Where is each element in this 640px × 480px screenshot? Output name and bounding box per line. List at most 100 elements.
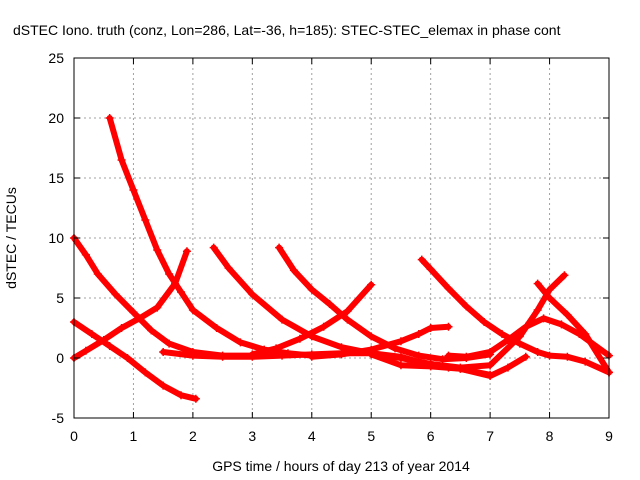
data-point (417, 255, 426, 264)
data-point (129, 308, 138, 317)
axis-ticks: 0 1 2 3 4 5 6 7 8 9 -5 0 5 10 15 20 25 (48, 50, 613, 444)
data-point (337, 343, 346, 352)
data-point (563, 352, 572, 361)
series-line (71, 319, 199, 402)
y-tick-label: 25 (48, 50, 64, 66)
y-tick-label: 20 (48, 110, 64, 126)
data-point (557, 320, 566, 329)
data-point (105, 342, 114, 350)
data-point (444, 351, 453, 360)
data-point (191, 394, 200, 403)
data-point (515, 339, 524, 348)
x-tick-label: 7 (486, 428, 494, 444)
data-point (275, 243, 284, 252)
data-point (81, 250, 90, 259)
data-point (177, 288, 185, 296)
data-point (343, 307, 352, 316)
data-point (545, 285, 554, 294)
x-tick-label: 6 (427, 428, 435, 444)
data-point (209, 243, 218, 252)
x-tick-label: 1 (130, 428, 138, 444)
x-tick-label: 8 (546, 428, 554, 444)
data-point (99, 336, 108, 344)
data-point (581, 357, 590, 366)
data-point (159, 381, 168, 390)
y-axis-label: dSTEC / TECUs (3, 187, 19, 289)
data-point (141, 368, 150, 377)
x-tick-label: 4 (308, 428, 316, 444)
y-tick-label: 0 (56, 350, 64, 366)
data-point (545, 351, 554, 360)
data-point (560, 271, 569, 280)
data-point (236, 338, 245, 347)
data-point (105, 114, 114, 122)
y-tick-label: -5 (52, 410, 65, 426)
data-point (325, 300, 334, 308)
data-point (248, 350, 257, 359)
data-point (337, 350, 346, 359)
series-line (276, 244, 494, 363)
data-point (581, 330, 590, 338)
data-point (533, 306, 542, 314)
data-point (147, 326, 156, 335)
series-arc-8 (248, 280, 376, 359)
data-point (278, 315, 287, 324)
x-tick-label: 9 (605, 428, 613, 444)
data-point (218, 352, 227, 361)
data-point (272, 344, 281, 353)
series-arc-9 (307, 322, 453, 361)
data-point (278, 351, 287, 360)
series-arc-14 (367, 350, 530, 380)
data-point (444, 284, 453, 293)
data-point (396, 361, 405, 370)
data-point (182, 247, 191, 256)
data-point (426, 362, 435, 371)
data-point (224, 264, 233, 272)
data-point (456, 364, 465, 373)
data-point (533, 279, 542, 288)
data-point (498, 330, 506, 338)
data-point (486, 348, 495, 356)
y-tick-label: 10 (48, 230, 64, 246)
series-line (249, 281, 375, 358)
data-point (367, 280, 376, 289)
data-point (212, 324, 221, 332)
data-point (153, 303, 162, 312)
x-axis-label: GPS time / hours of day 213 of year 2014 (212, 458, 470, 474)
data-point (123, 354, 132, 362)
data-point (93, 270, 102, 278)
data-point (515, 332, 524, 341)
data-point (414, 330, 423, 338)
x-tick-label: 0 (70, 428, 78, 444)
data-point (539, 314, 548, 323)
series-arc-1 (70, 318, 200, 403)
data-point (367, 350, 376, 359)
x-tick-label: 2 (189, 428, 197, 444)
series-layer (70, 114, 613, 403)
data-point (521, 352, 530, 361)
y-tick-label: 5 (56, 290, 64, 306)
data-point (343, 315, 352, 324)
data-point (248, 290, 257, 299)
data-point (117, 324, 126, 332)
data-point (426, 265, 435, 274)
series-arc-7 (275, 243, 495, 364)
data-point (295, 334, 304, 343)
data-point (462, 352, 471, 361)
grid-lines (74, 58, 609, 418)
data-point (319, 322, 328, 331)
data-point (87, 330, 96, 338)
chart-title: dSTEC Iono. truth (conz, Lon=286, Lat=-3… (13, 22, 561, 38)
data-point (480, 318, 489, 326)
x-tick-label: 3 (248, 428, 256, 444)
data-point (426, 324, 435, 332)
data-point (81, 346, 90, 355)
data-point (117, 156, 126, 164)
data-point (177, 391, 185, 400)
data-point (503, 336, 512, 344)
data-point (486, 361, 495, 370)
data-point (444, 322, 453, 331)
data-point (396, 354, 405, 362)
data-point (414, 351, 423, 360)
